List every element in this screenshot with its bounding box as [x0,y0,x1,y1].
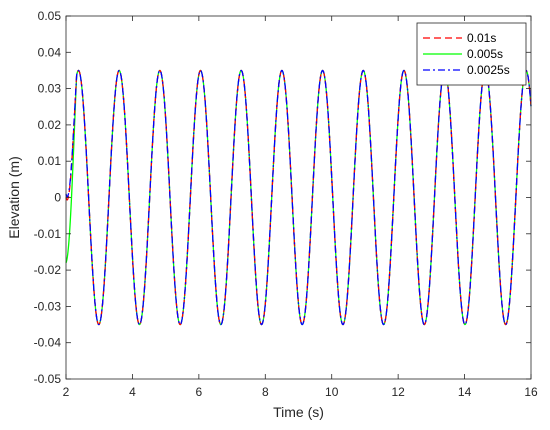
y-tick-label-8: 0.03 [38,82,62,96]
y-tick-label-0: -0.05 [34,372,62,386]
legend: 0.01s 0.005s 0.0025s [416,22,527,86]
series-layer [65,69,532,326]
legend-label-0: 0.01s [467,31,496,45]
x-tick-label-2: 6 [196,385,203,399]
x-axis-title: Time (s) [273,404,324,420]
y-tick-label-7: 0.02 [38,118,62,132]
x-tick-label-7: 16 [524,385,538,399]
legend-label-1: 0.005s [467,47,503,61]
x-tick-label-5: 12 [391,385,405,399]
y-tick-label-5: 0 [54,191,61,205]
x-tick-label-1: 4 [129,385,136,399]
y-tick-label-2: -0.03 [34,299,62,313]
y-tick-label-6: 0.01 [38,154,62,168]
legend-label-2: 0.0025s [467,63,510,77]
x-tick-label-0: 2 [63,385,70,399]
x-tick-label-4: 10 [325,385,339,399]
y-tick-label-10: 0.05 [38,9,62,23]
y-tick-label-4: -0.01 [34,227,62,241]
ticks-layer: 2 4 6 8 10 12 14 16 -0.05 -0.04 -0.03 -0.02 -0.01 0 0.… [34,9,538,399]
series-line-1 [65,69,532,326]
y-axis-title: Elevation (m) [6,156,22,238]
series-line-2 [65,69,532,326]
x-tick-label-6: 14 [458,385,472,399]
series-line-0 [65,69,532,326]
y-tick-label-3: -0.02 [34,263,62,277]
y-tick-label-1: -0.04 [34,336,62,350]
y-tick-label-9: 0.04 [38,45,62,59]
x-tick-label-3: 8 [262,385,269,399]
